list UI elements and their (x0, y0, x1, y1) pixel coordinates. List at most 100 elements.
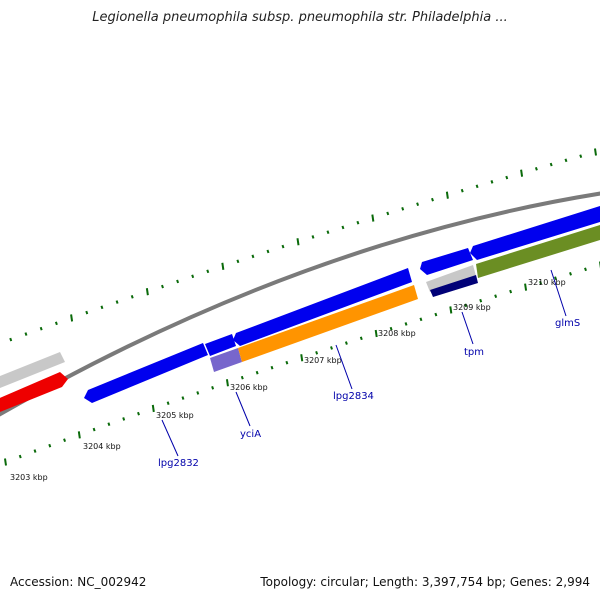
tick-mark (39, 326, 43, 331)
tick-mark (371, 214, 375, 222)
tick-mark (266, 249, 270, 254)
gene-feature-navy[interactable] (430, 275, 478, 297)
ruler-label: 3208 kbp (378, 329, 416, 338)
tick-mark (584, 267, 587, 272)
inner-tick-track (4, 261, 600, 466)
ruler-label: 3206 kbp (230, 383, 268, 392)
leader-line (161, 419, 179, 457)
tick-mark (479, 298, 483, 303)
gene-feature-glmS[interactable] (476, 225, 600, 278)
tick-mark (9, 337, 13, 342)
tick-mark (419, 317, 423, 322)
tick-mark (445, 191, 449, 199)
tick-mark (221, 262, 225, 270)
gene-label-glmS[interactable]: glmS (555, 318, 580, 329)
gene-label-leaders (161, 269, 567, 457)
ruler-label: 3203 kbp (10, 473, 48, 482)
gene-feature-gray-right[interactable] (426, 265, 476, 292)
gene-feature-tpm[interactable] (420, 248, 473, 275)
leader-line (461, 311, 474, 345)
tick-mark (404, 322, 408, 326)
tick-mark (166, 401, 170, 406)
tick-mark (490, 180, 494, 184)
tick-mark (326, 230, 330, 234)
tick-mark (564, 158, 568, 163)
tick-mark (494, 294, 498, 298)
tick-mark (33, 449, 37, 453)
tick-mark (389, 326, 393, 331)
tick-mark (240, 375, 244, 380)
ruler-label: 3205 kbp (156, 411, 194, 420)
tick-mark (92, 427, 96, 432)
tick-mark (255, 370, 259, 375)
gene-label-tpm[interactable]: tpm (464, 347, 484, 358)
ruler-label: 3210 kbp (528, 278, 566, 287)
tick-mark (48, 443, 52, 448)
tick-mark (296, 238, 300, 246)
tick-mark (449, 306, 453, 314)
tick-mark (359, 336, 363, 341)
ruler-labels: 3203 kbp 3204 kbp 3205 kbp 3206 kbp 3207… (10, 278, 566, 482)
gene-label-lpg2832[interactable]: lpg2832 (158, 458, 199, 469)
tick-mark (191, 274, 195, 279)
tick-mark (300, 354, 304, 362)
genome-summary-text: Topology: circular; Length: 3,397,754 bp… (260, 575, 590, 589)
tick-mark (270, 365, 274, 370)
genome-title: Legionella pneumophila subsp. pneumophil… (92, 10, 508, 25)
accession-text: Accession: NC_002942 (10, 575, 147, 589)
tick-mark (206, 269, 210, 274)
tick-mark (315, 351, 319, 355)
leader-line (550, 269, 567, 317)
tick-mark (18, 454, 22, 459)
tick-mark (374, 329, 378, 338)
tick-mark (236, 259, 240, 264)
tick-mark (534, 167, 538, 171)
tick-mark (464, 303, 468, 308)
gene-label-lpg2834[interactable]: lpg2834 (333, 391, 374, 402)
outer-tick-track (9, 148, 597, 342)
gene-feature-blue-long[interactable] (233, 268, 412, 346)
tick-mark (475, 184, 479, 189)
ruler-label: 3209 kbp (453, 303, 491, 312)
tick-mark (460, 188, 464, 193)
tick-mark (85, 310, 89, 315)
tick-mark (356, 220, 360, 225)
tick-mark (401, 206, 405, 211)
tick-mark (100, 305, 104, 310)
gene-label-yciA[interactable]: yciA (240, 429, 261, 440)
tick-mark (161, 284, 164, 289)
leader-line (335, 344, 353, 390)
tick-mark (416, 202, 420, 207)
gene-feature-blue-right[interactable] (470, 206, 600, 260)
gene-feature-red (0, 372, 68, 412)
tick-mark (594, 148, 597, 156)
tick-mark (137, 411, 140, 416)
tick-mark (151, 404, 155, 413)
gene-feature-gray-left (0, 352, 65, 388)
tick-mark (130, 295, 134, 299)
gene-feature-yciA[interactable] (210, 348, 242, 372)
tick-mark (24, 332, 28, 336)
ruler-label: 3204 kbp (83, 442, 121, 451)
tick-mark (285, 360, 289, 365)
tick-mark (225, 379, 229, 387)
gene-feature-lpg2834[interactable] (238, 285, 418, 362)
tick-mark (211, 386, 215, 390)
tick-mark (311, 235, 315, 239)
tick-mark (524, 283, 528, 291)
tick-mark (344, 341, 348, 345)
gene-feature-lpg2832[interactable] (84, 343, 208, 403)
ruler-label: 3207 kbp (304, 356, 342, 365)
tick-mark (176, 279, 180, 284)
tick-mark (281, 244, 285, 249)
gene-feature-blue-small[interactable] (205, 334, 236, 356)
tick-mark (181, 396, 185, 400)
tick-mark (549, 162, 553, 167)
tick-mark (63, 438, 66, 443)
tick-mark (431, 197, 434, 202)
tick-mark (341, 225, 345, 230)
tick-mark (115, 300, 119, 304)
tick-mark (70, 314, 74, 322)
tick-mark (434, 312, 438, 317)
